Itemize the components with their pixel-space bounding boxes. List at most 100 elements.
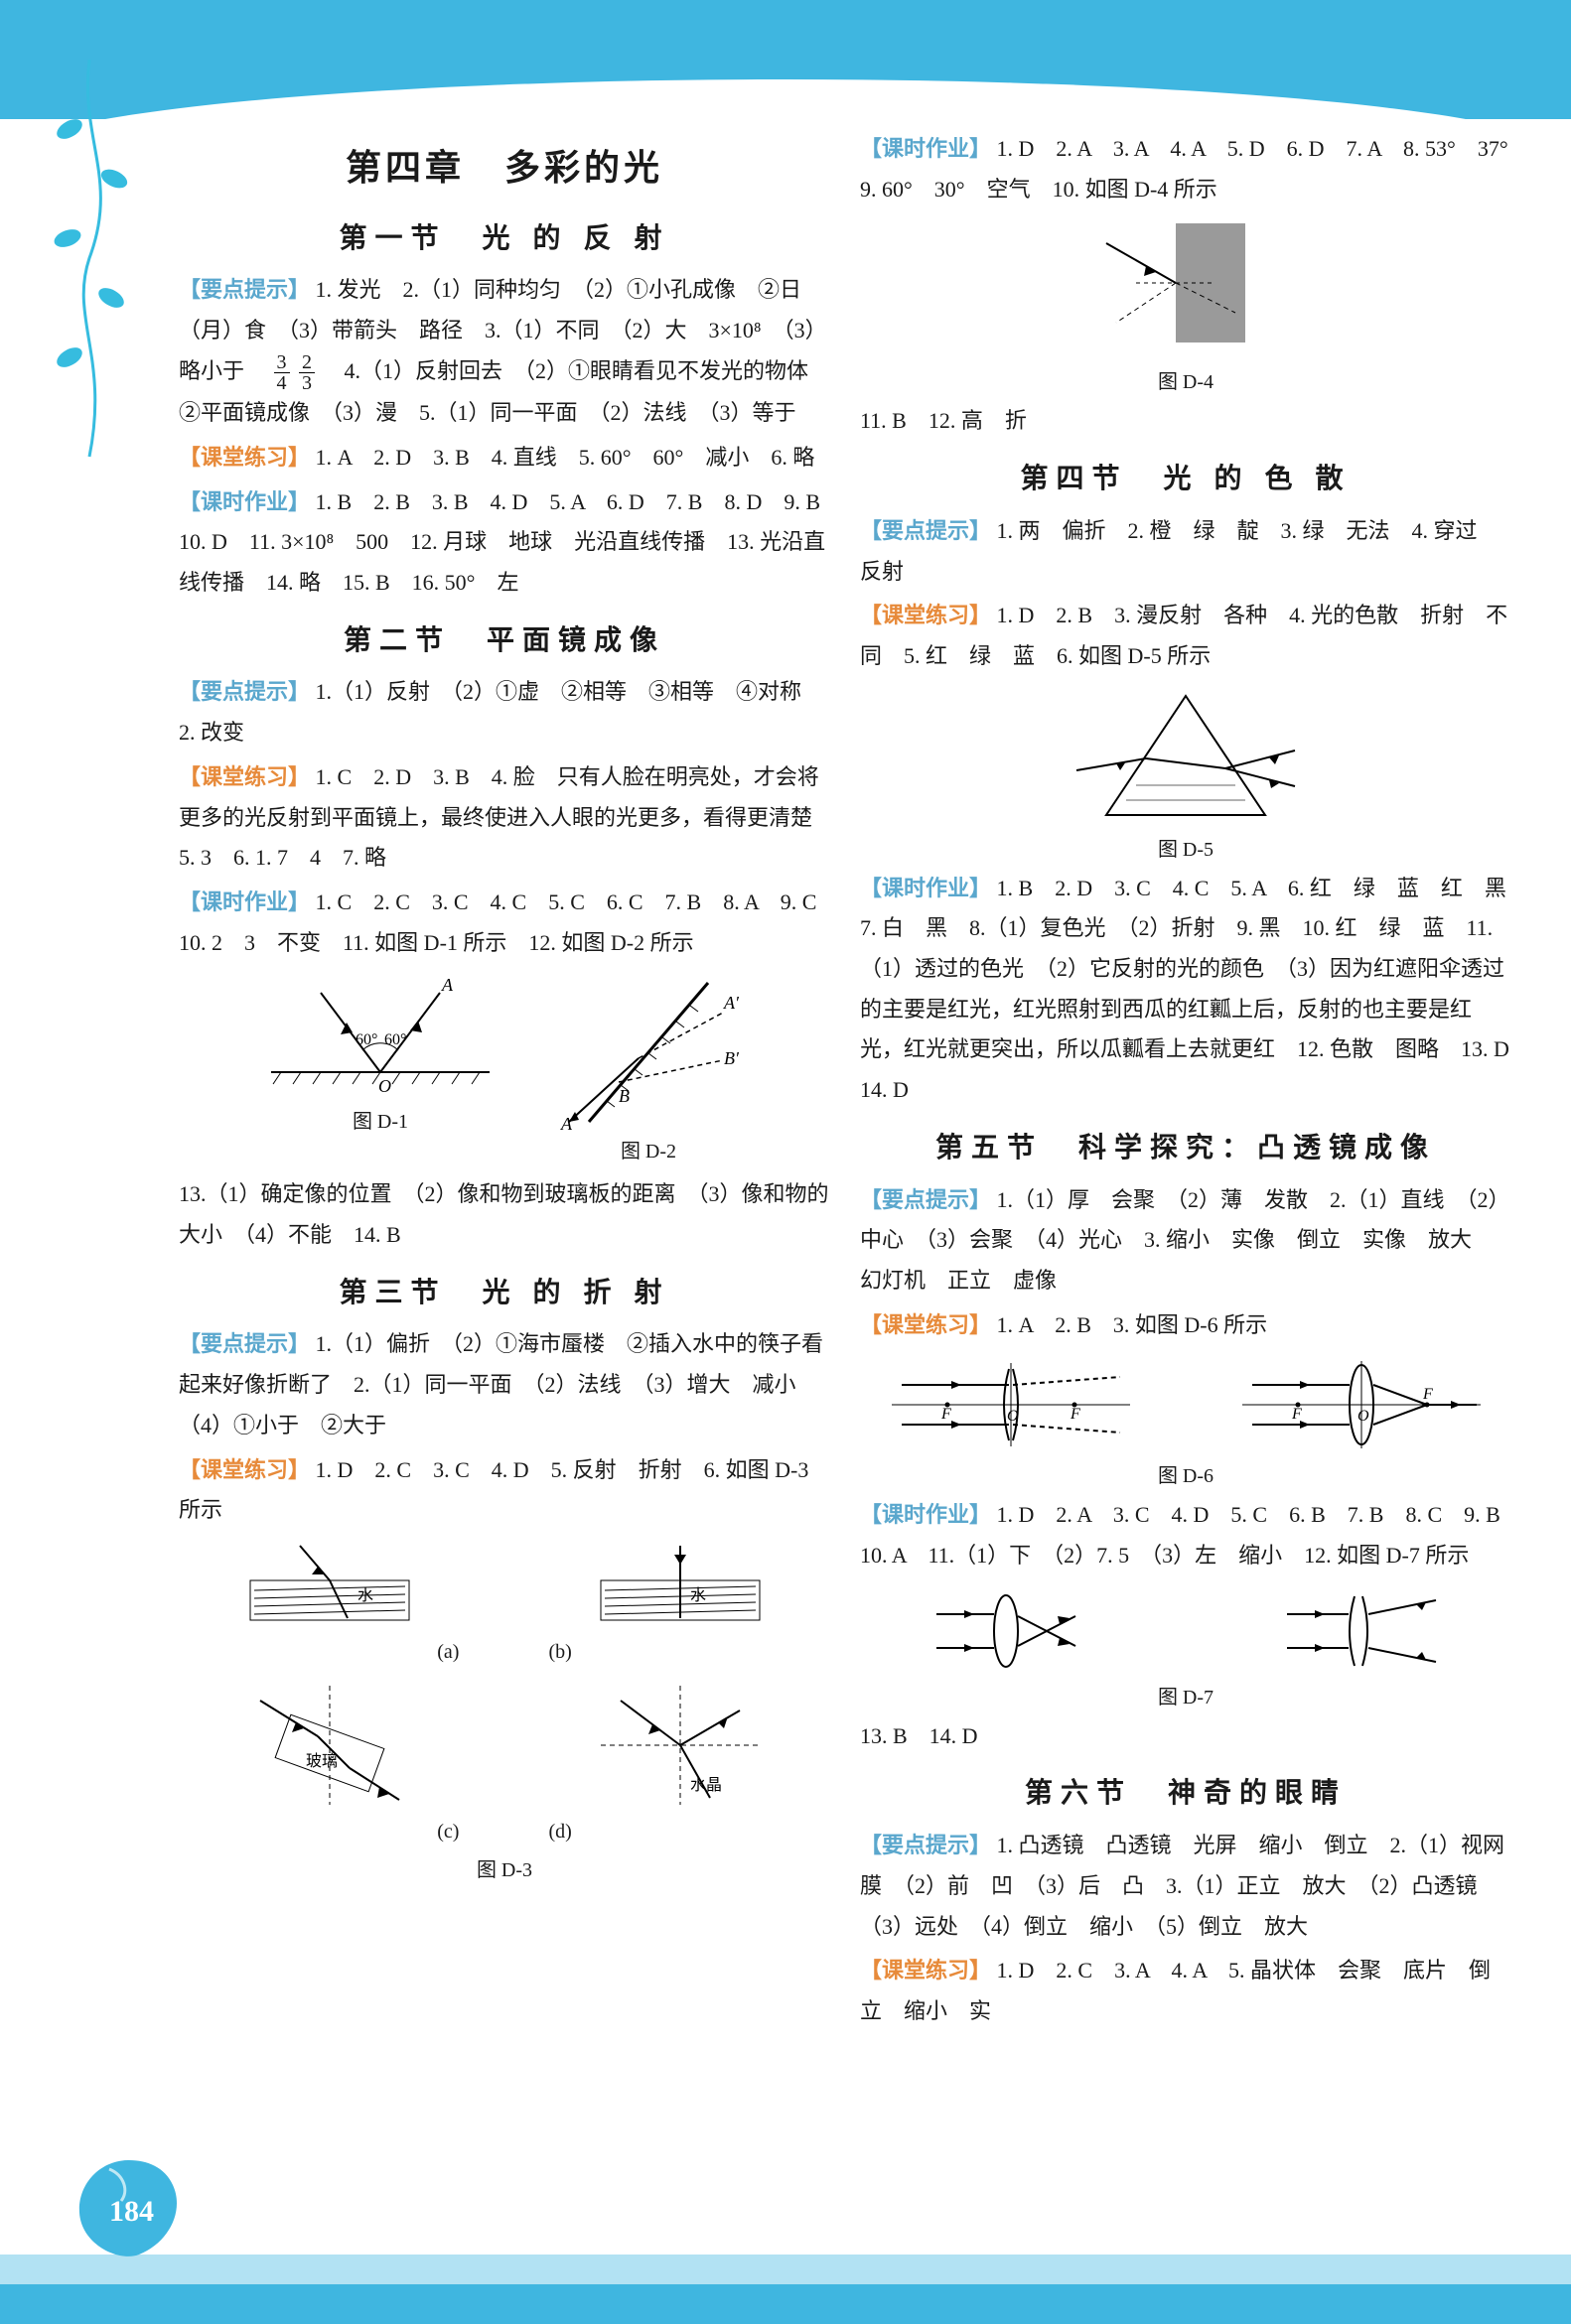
svg-text:B: B xyxy=(619,1086,630,1106)
svg-text:60°: 60° xyxy=(356,1031,377,1048)
fig-d2-label: 图 D-2 xyxy=(549,1134,748,1170)
section-4-title: 第四节 光 的 色 散 xyxy=(860,454,1511,505)
label-class: 【课堂练习】 xyxy=(179,445,310,470)
fig-d3c-diagram: 玻璃 xyxy=(240,1681,419,1810)
fig-d7-left xyxy=(927,1586,1095,1676)
svg-text:O: O xyxy=(378,1076,391,1096)
label-class5: 【课堂练习】 xyxy=(860,1312,991,1337)
svg-text:O: O xyxy=(1357,1408,1369,1425)
s4-class-block: 【课堂练习】 1. D 2. B 3. 漫反射 各种 4. 光的色散 折射 不同… xyxy=(860,596,1511,676)
label-hint3: 【要点提示】 xyxy=(179,1331,310,1356)
fig-d3a-diagram: 水 xyxy=(240,1541,419,1630)
label-hint6: 【要点提示】 xyxy=(860,1833,991,1857)
s2-class-block: 【课堂练习】 1. C 2. D 3. B 4. 脸 只有人脸在明亮处，才会将更… xyxy=(179,757,830,879)
fig-d3cd-sub: (c)(d) xyxy=(179,1814,830,1850)
fig-d2-diagram: A B A′ B′ xyxy=(549,973,748,1132)
s4-hint-block: 【要点提示】 1. 两 偏折 2. 橙 绿 靛 3. 绿 无法 4. 穿过 反射 xyxy=(860,511,1511,592)
s1-hint-block: 【要点提示】 1. 发光 2.（1）同种均匀 （2）①小孔成像 ②日（月）食 （… xyxy=(179,270,830,434)
s5-hw-tail: 13. B 14. D xyxy=(860,1716,1511,1757)
svg-text:玻璃: 玻璃 xyxy=(306,1752,338,1770)
fig-row-d3cd: 玻璃 水晶 xyxy=(179,1681,830,1810)
fig-d6-right: F O F xyxy=(1232,1355,1491,1454)
svg-text:F: F xyxy=(1291,1406,1302,1423)
s2-hw-block-a: 【课时作业】 1. C 2. C 3. C 4. C 5. C 6. C 7. … xyxy=(179,883,830,963)
section-5-title: 第五节 科学探究：凸透镜成像 xyxy=(860,1123,1511,1174)
s3-class-block: 【课堂练习】 1. D 2. C 3. C 4. D 5. 反射 折射 6. 如… xyxy=(179,1450,830,1531)
svg-text:水: 水 xyxy=(690,1586,706,1604)
svg-text:O: O xyxy=(1007,1408,1019,1425)
s5-hint-block: 【要点提示】 1.（1）厚 会聚 （2）薄 发散 2.（1）直线 （2）中心 （… xyxy=(860,1180,1511,1301)
fig-row-d6: F O F F O F xyxy=(860,1355,1511,1454)
frac-3-4: 34 xyxy=(274,352,290,393)
label-hw4: 【课时作业】 xyxy=(860,876,991,900)
label-hw2: 【课时作业】 xyxy=(179,889,310,914)
section-2-title: 第二节 平面镜成像 xyxy=(179,615,830,667)
svg-text:F: F xyxy=(940,1406,951,1423)
fig-row-d1-d2: 60° 60° O A 图 D-1 xyxy=(179,973,830,1170)
s4-hw-text: 1. B 2. D 3. C 4. C 5. A 6. 红 绿 蓝 红 黑 7.… xyxy=(860,876,1531,1102)
s2-hw-text-b: 13.（1）确定像的位置 （2）像和物到玻璃板的距离 （3）像和物的大小 （4）… xyxy=(179,1181,829,1247)
s6-class-block: 【课堂练习】 1. D 2. C 3. A 4. A 5. 晶状体 会聚 底片 … xyxy=(860,1951,1511,2031)
chapter-title: 第四章 多彩的光 xyxy=(179,135,830,202)
section-1-title: 第一节 光 的 反 射 xyxy=(179,213,830,265)
label-hw: 【课时作业】 xyxy=(179,489,310,514)
fig-d6-left: F O F xyxy=(882,1355,1140,1454)
footer-bar xyxy=(0,2284,1571,2324)
svg-text:F: F xyxy=(1422,1386,1433,1403)
fig-d5-label: 图 D-5 xyxy=(860,832,1511,869)
r-hw-after-d4: 11. B 12. 高 折 xyxy=(860,401,1511,442)
section-3-title: 第三节 光 的 折 射 xyxy=(179,1268,830,1319)
svg-text:F: F xyxy=(1070,1406,1080,1423)
r-hw-top-block: 【课时作业】 1. D 2. A 3. A 4. A 5. D 6. D 7. … xyxy=(860,129,1511,209)
s5-class-block: 【课堂练习】 1. A 2. B 3. 如图 D-6 所示 xyxy=(860,1305,1511,1346)
vine-decoration xyxy=(20,60,159,477)
s6-hint-block: 【要点提示】 1. 凸透镜 凸透镜 光屏 缩小 倒立 2.（1）视网膜 （2）前… xyxy=(860,1826,1511,1947)
svg-text:60°: 60° xyxy=(384,1031,406,1048)
fig-d1-wrap: 60° 60° O A 图 D-1 xyxy=(261,973,500,1170)
left-column: 第四章 多彩的光 第一节 光 的 反 射 【要点提示】 1. 发光 2.（1）同… xyxy=(179,129,830,2036)
right-column: 【课时作业】 1. D 2. A 3. A 4. A 5. D 6. D 7. … xyxy=(860,129,1511,2036)
fig-d7-right xyxy=(1277,1586,1446,1676)
s1-class-text: 1. A 2. D 3. B 4. 直线 5. 60° 60° 减小 6. 略 xyxy=(316,445,815,470)
s4-hw-block: 【课时作业】 1. B 2. D 3. C 4. C 5. A 6. 红 绿 蓝… xyxy=(860,869,1511,1111)
section-6-title: 第六节 神奇的眼睛 xyxy=(860,1768,1511,1820)
fig-d5-diagram xyxy=(1067,681,1305,830)
page-wave-header xyxy=(0,0,1571,119)
fig-d3ab-sub: (a)(b) xyxy=(179,1634,830,1671)
fig-d3d-diagram: 水晶 xyxy=(591,1681,770,1810)
label-hint4: 【要点提示】 xyxy=(860,518,991,543)
label-hint: 【要点提示】 xyxy=(179,277,310,302)
s1-class-block: 【课堂练习】 1. A 2. D 3. B 4. 直线 5. 60° 60° 减… xyxy=(179,438,830,478)
svg-text:A: A xyxy=(560,1114,573,1132)
svg-text:水: 水 xyxy=(357,1586,373,1604)
fig-d4-label: 图 D-4 xyxy=(860,364,1511,401)
fig-d7-label: 图 D-7 xyxy=(860,1680,1511,1716)
fig-d2-wrap: A B A′ B′ 图 D-2 xyxy=(549,973,748,1170)
content-area: 第四章 多彩的光 第一节 光 的 反 射 【要点提示】 1. 发光 2.（1）同… xyxy=(179,129,1511,2036)
frac-2-3: 23 xyxy=(299,352,315,393)
fig-row-d7 xyxy=(860,1586,1511,1676)
fig-d1-diagram: 60° 60° O A xyxy=(261,973,500,1102)
fig-d3b-diagram: 水 xyxy=(591,1541,770,1630)
page-number: 184 xyxy=(109,2195,154,2229)
label-class4: 【课堂练习】 xyxy=(860,603,991,627)
svg-text:水晶: 水晶 xyxy=(690,1776,722,1794)
s5-hw-block: 【课时作业】 1. D 2. A 3. C 4. D 5. C 6. B 7. … xyxy=(860,1495,1511,1575)
fig-d3-label: 图 D-3 xyxy=(179,1852,830,1889)
svg-text:A: A xyxy=(441,975,454,995)
fig-row-d3ab: 水 水 xyxy=(179,1541,830,1630)
s3-hint-block: 【要点提示】 1.（1）偏折 （2）①海市蜃楼 ②插入水中的筷子看起来好像折断了… xyxy=(179,1324,830,1445)
svg-text:A′: A′ xyxy=(723,993,740,1013)
fig-d6-label: 图 D-6 xyxy=(860,1458,1511,1495)
label-hw5: 【课时作业】 xyxy=(860,1502,991,1527)
label-class3: 【课堂练习】 xyxy=(179,1457,310,1482)
fig-d1-label: 图 D-1 xyxy=(261,1104,500,1141)
label-hw-r1: 【课时作业】 xyxy=(860,136,991,161)
label-class2: 【课堂练习】 xyxy=(179,764,310,789)
label-hint5: 【要点提示】 xyxy=(860,1187,991,1212)
label-hint2: 【要点提示】 xyxy=(179,679,310,704)
s2-hw-block-b: 13.（1）确定像的位置 （2）像和物到玻璃板的距离 （3）像和物的大小 （4）… xyxy=(179,1174,830,1255)
svg-text:B′: B′ xyxy=(724,1048,740,1068)
s1-hw-block: 【课时作业】 1. B 2. B 3. B 4. D 5. A 6. D 7. … xyxy=(179,482,830,604)
fig-d4-diagram xyxy=(1086,213,1285,362)
